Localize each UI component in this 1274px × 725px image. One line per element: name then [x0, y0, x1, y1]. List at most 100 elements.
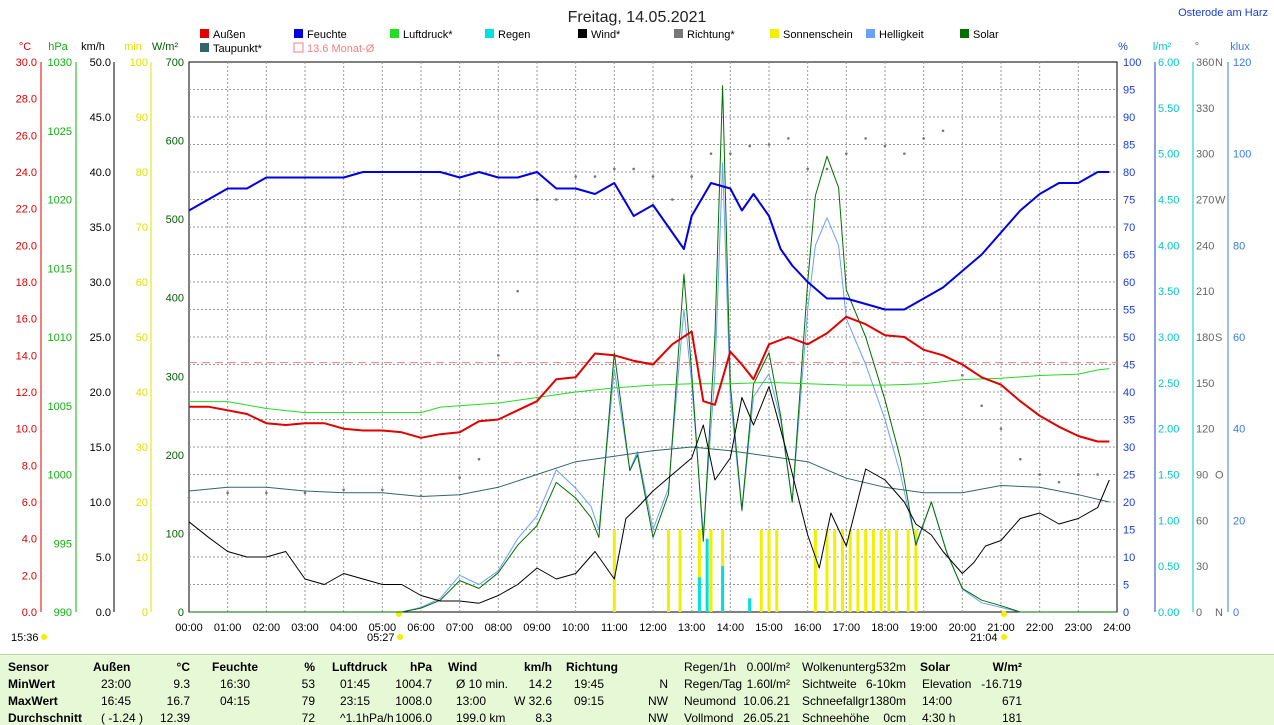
stats-cloud-value: 532m: [875, 660, 906, 674]
stats-cloud-value: 1380m: [869, 694, 906, 708]
point-richtung: [226, 491, 229, 495]
stats-rain-value: 0.00l/m²: [746, 660, 790, 674]
axis-unit-wm2: W/m²: [152, 41, 179, 53]
stats-rain-value: 26.05.21: [743, 711, 790, 725]
tick-label-pct: 15: [1123, 525, 1135, 537]
point-richtung: [1096, 473, 1099, 476]
stats-time: 19:45: [574, 677, 605, 691]
tick-label-lm2: 2.00: [1158, 424, 1179, 436]
x-tick-label: 00:00: [175, 622, 203, 634]
tick-label-deg: 60: [1196, 515, 1208, 527]
tick-label-kmh: 50.0: [90, 57, 111, 69]
tick-label-direction: S: [1215, 332, 1222, 344]
tick-label-temp: 28.0: [16, 94, 37, 106]
sunset-axis-icon: [1001, 611, 1007, 617]
point-richtung: [1057, 480, 1061, 484]
tick-label-hpa: 990: [54, 607, 72, 619]
axis-unit-lm2: l/m²: [1153, 41, 1172, 53]
x-tick-label: 03:00: [291, 622, 319, 634]
tick-label-direction: O: [1215, 470, 1224, 482]
tick-label-temp: 16.0: [16, 314, 37, 326]
tick-label-pct: 90: [1123, 112, 1135, 124]
stats-solar-value: 671: [1001, 694, 1022, 708]
point-richtung: [806, 167, 809, 171]
tick-label-wm2: 500: [166, 214, 184, 226]
tick-label-pct: 80: [1123, 167, 1135, 179]
stats-value: 79: [301, 694, 315, 708]
tick-label-pct: 100: [1123, 57, 1141, 69]
point-richtung: [709, 152, 713, 155]
tick-label-klux: 20: [1233, 515, 1245, 527]
stats-header: Feuchte: [212, 660, 259, 674]
tick-label-min: 10: [136, 552, 148, 564]
point-richtung: [903, 152, 906, 155]
x-tick-label: 13:00: [678, 622, 706, 634]
series-line-auen: [189, 315, 1110, 443]
axis-unit-hpa: hPa: [48, 41, 68, 53]
tick-label-kmh: 10.0: [90, 497, 111, 509]
point-richtung: [632, 167, 635, 171]
stats-rain-label: Neumond: [684, 694, 737, 708]
stats-time: 199.0 km: [456, 711, 506, 725]
stats-value: 1008.0: [395, 694, 432, 708]
tick-label-wm2: 0: [178, 607, 184, 619]
point-richtung: [187, 496, 191, 499]
stats-time: 16:30: [220, 677, 251, 691]
axis-unit-temp: °C: [19, 41, 31, 53]
legend-label: 13.6 Monat-Ø: [307, 43, 375, 55]
tick-label-direction: N: [1215, 57, 1223, 69]
tick-label-pct: 30: [1123, 442, 1135, 454]
stats-unit: %: [304, 660, 315, 674]
point-richtung: [477, 457, 481, 461]
tick-label-direction: W: [1215, 195, 1226, 207]
point-richtung: [729, 152, 732, 155]
point-richtung: [787, 137, 790, 140]
tick-label-wm2: 200: [166, 450, 184, 462]
tick-label-deg: 180: [1196, 332, 1214, 344]
tick-label-klux: 40: [1233, 424, 1245, 436]
legend-swatch: [770, 29, 779, 38]
tick-label-deg: 150: [1196, 378, 1214, 390]
x-tick-label: 09:00: [523, 622, 551, 634]
tick-label-hpa: 1005: [48, 401, 72, 413]
point-richtung: [845, 152, 848, 155]
chart-series: [187, 85, 1117, 613]
x-tick-label: 23:00: [1065, 622, 1093, 634]
point-richtung: [381, 488, 384, 492]
axis-unit-klux: klux: [1230, 41, 1250, 53]
tick-label-deg: 0: [1196, 607, 1202, 619]
stats-value: N: [659, 677, 668, 691]
tick-label-kmh: 5.0: [96, 552, 111, 564]
tick-label-temp: 24.0: [16, 167, 37, 179]
x-tick-label: 19:00: [910, 622, 938, 634]
tick-label-pct: 60: [1123, 277, 1135, 289]
point-richtung: [980, 404, 983, 408]
tick-label-kmh: 30.0: [90, 277, 111, 289]
stats-cloud-value: 6-10km: [865, 677, 906, 691]
stats-time: 13:00: [456, 694, 487, 708]
point-richtung: [864, 137, 867, 140]
tick-label-klux: 100: [1233, 149, 1251, 161]
tick-label-kmh: 25.0: [90, 332, 111, 344]
stats-time: Ø 10 min.: [456, 677, 509, 691]
legend-label: Außen: [213, 29, 245, 41]
legend-swatch: [485, 29, 494, 38]
stats-time: ^1.1hPa/h: [340, 711, 394, 725]
legend-swatch: [674, 29, 683, 38]
stats-unit: W/m²: [992, 660, 1022, 674]
stats-rain-label: Regen/Tag: [684, 677, 743, 691]
stats-time: ( -1.24 ): [101, 711, 144, 725]
tick-label-min: 60: [136, 277, 148, 289]
tick-label-hpa: 1020: [48, 195, 72, 207]
tick-label-lm2: 0.00: [1158, 607, 1179, 619]
stats-solar-label: 14:00: [922, 694, 953, 708]
x-tick-label: 18:00: [871, 622, 899, 634]
point-richtung: [1019, 457, 1022, 461]
legend-label: Feuchte: [307, 29, 347, 41]
tick-label-hpa: 1025: [48, 126, 72, 138]
tick-label-lm2: 3.50: [1158, 286, 1179, 298]
x-tick-label: 21:00: [987, 622, 1015, 634]
stats-time: 23:15: [340, 694, 371, 708]
x-tick-label: 12:00: [639, 622, 667, 634]
now-marker-icon: [41, 634, 47, 640]
